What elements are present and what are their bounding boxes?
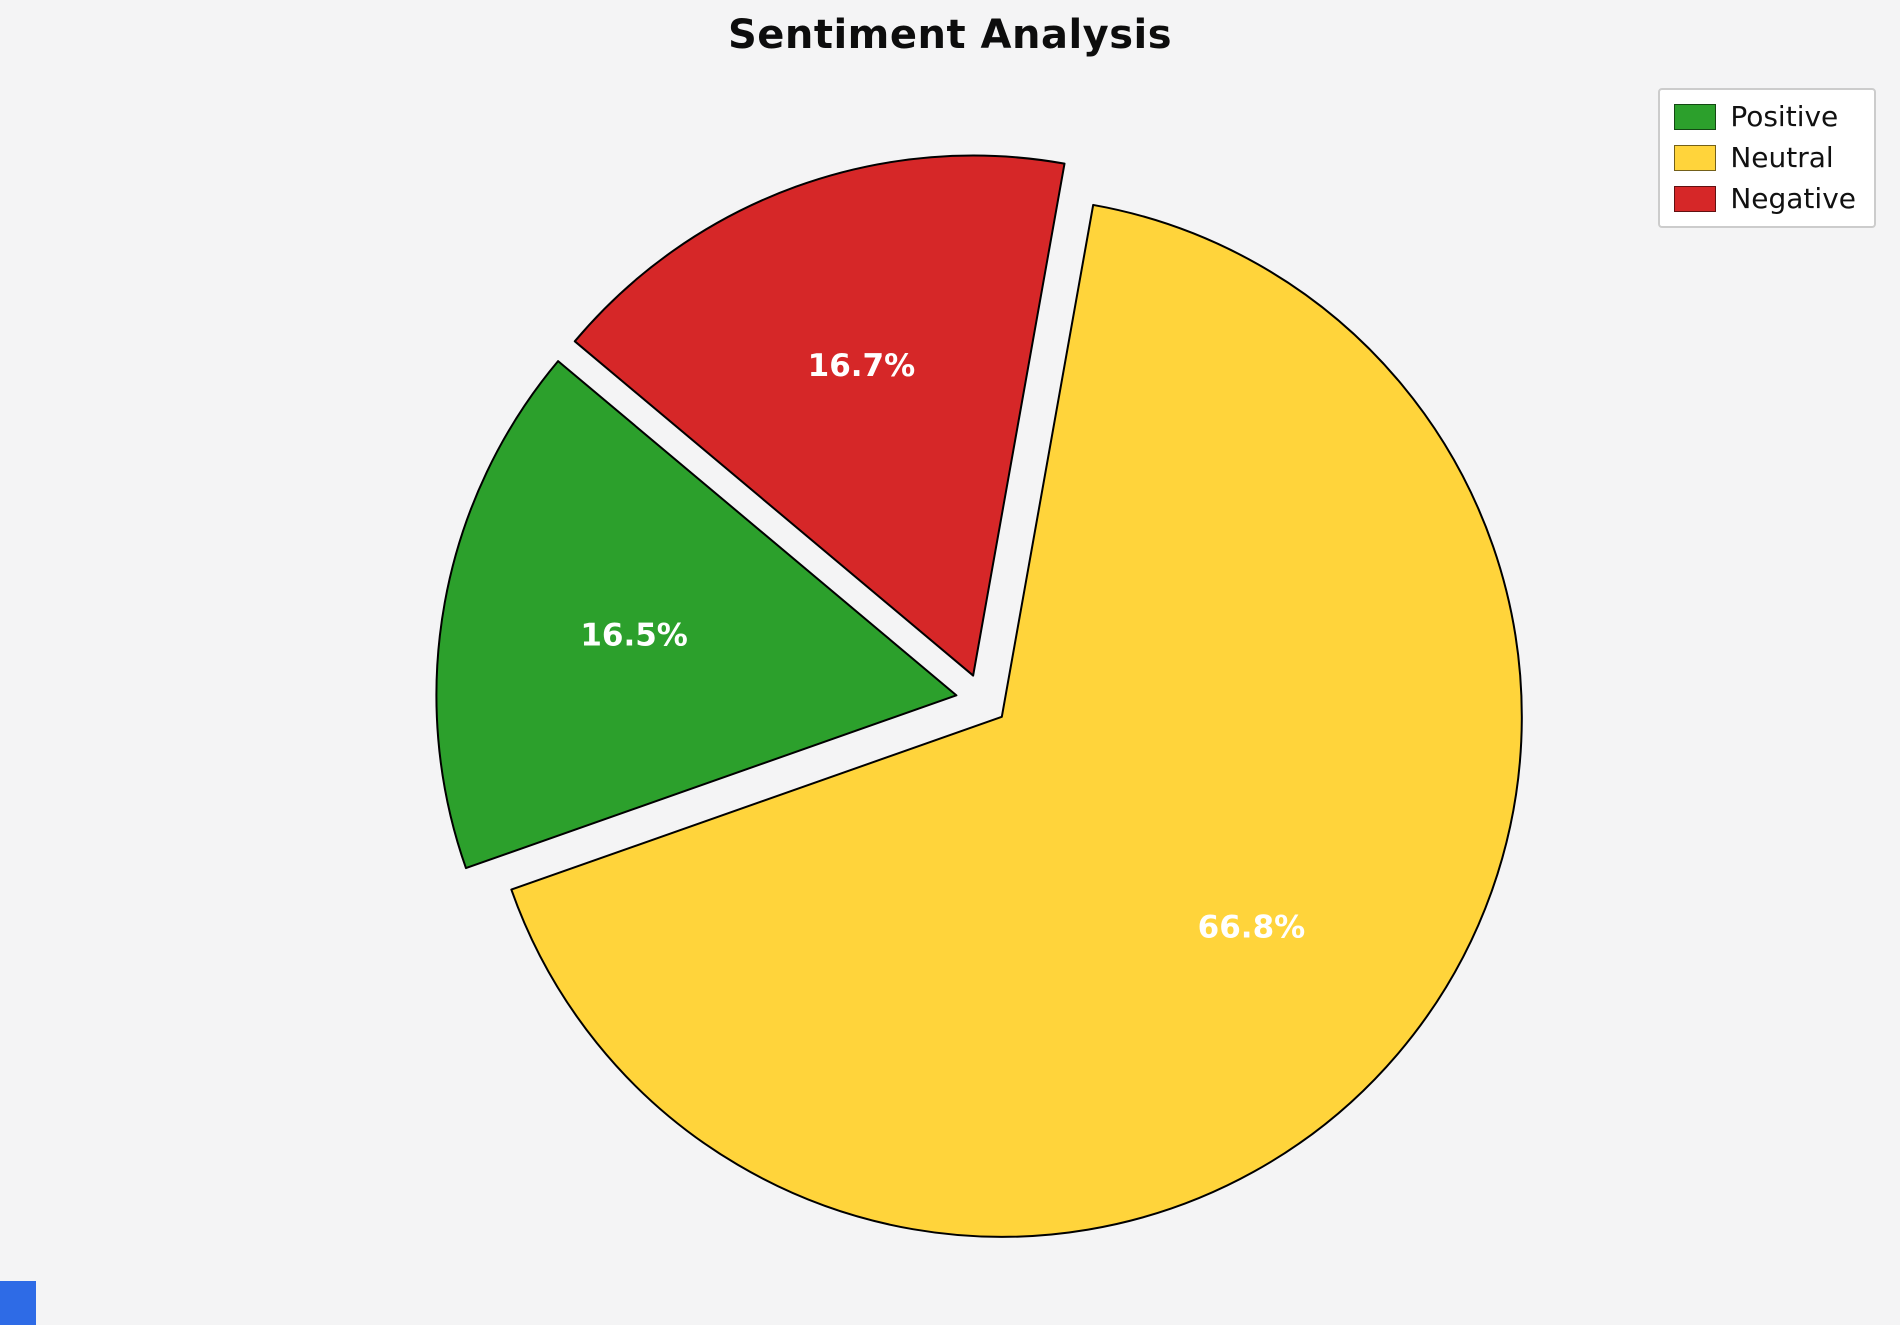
pie-slice-positive <box>435 360 958 870</box>
pct-label-negative: 16.7% <box>808 348 916 384</box>
legend-item-neutral: Neutral <box>1674 140 1856 174</box>
legend-label-positive: Positive <box>1730 100 1839 133</box>
legend-item-negative: Negative <box>1674 181 1856 215</box>
chart-title: Sentiment Analysis <box>727 12 1173 58</box>
pie-slice-neutral <box>510 203 1523 1238</box>
legend-swatch-negative <box>1674 185 1717 212</box>
legend-item-positive: Positive <box>1674 100 1856 133</box>
legend-label-neutral: Neutral <box>1730 140 1834 174</box>
legend-label-negative: Negative <box>1730 181 1856 215</box>
corner-blue-mark <box>0 1281 36 1325</box>
legend-box: Positive Neutral Negative <box>1658 88 1876 229</box>
legend-swatch-neutral <box>1674 145 1717 172</box>
pie-slice-negative <box>573 154 1066 677</box>
pct-label-positive: 16.5% <box>580 617 688 653</box>
legend-swatch-positive <box>1674 104 1717 131</box>
pct-label-neutral: 66.8% <box>1198 909 1306 945</box>
